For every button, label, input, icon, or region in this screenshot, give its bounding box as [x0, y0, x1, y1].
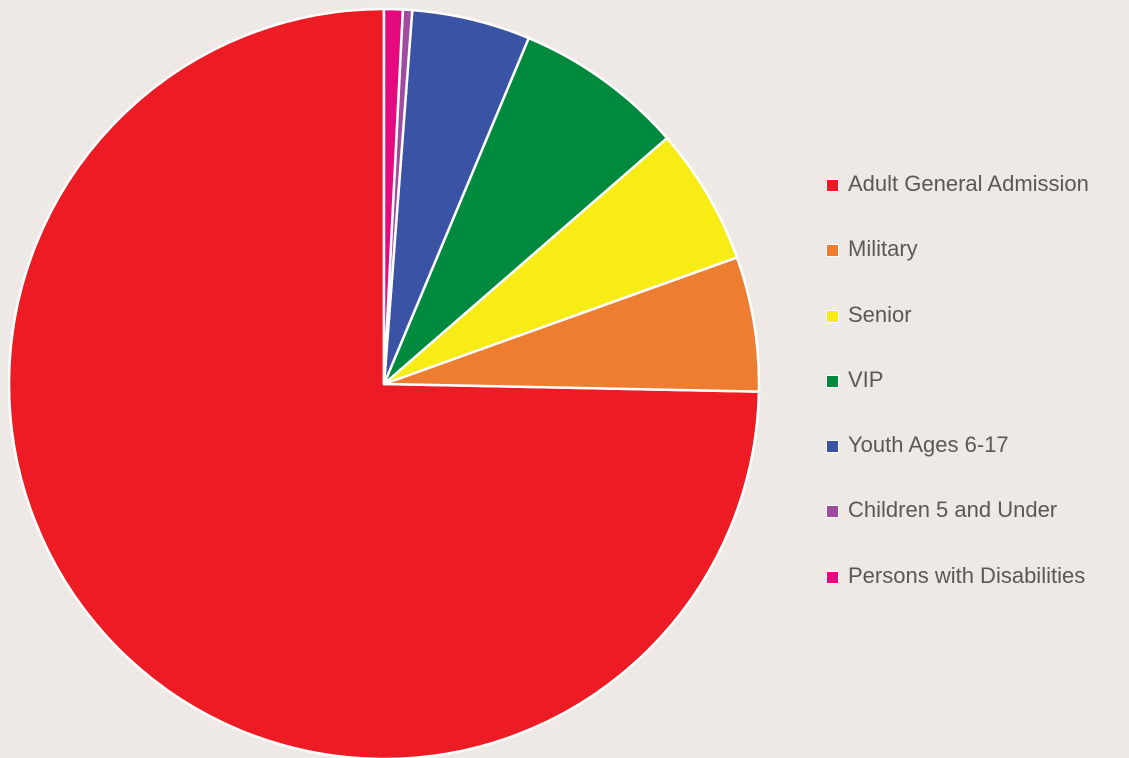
pie-slice-vip: [382, 36, 669, 386]
pie-slice-military: [382, 256, 761, 393]
pie-slice-senior: [382, 136, 739, 386]
legend-swatch: [826, 570, 839, 584]
pie-slices: [7, 7, 761, 758]
legend-label: Persons with Disabilities: [848, 562, 1086, 588]
legend-swatch: [826, 179, 839, 192]
legend-label: Adult General Admission: [848, 171, 1089, 196]
legend-label: Children 5 and Under: [848, 497, 1058, 523]
legend-label: VIP: [848, 366, 884, 392]
legend-swatch: [826, 440, 839, 454]
legend-swatch: [826, 505, 839, 519]
legend-label: Youth Ages 6-17: [848, 432, 1009, 458]
legend-swatch: [826, 244, 839, 258]
pie-slice-persons-with-disabilities: [382, 7, 405, 386]
legend-swatch: [826, 309, 839, 323]
legend-swatch: [826, 374, 839, 388]
legend-label: Military: [848, 236, 918, 262]
legend-label: Senior: [848, 301, 912, 327]
pie-chart: [7, 7, 761, 758]
